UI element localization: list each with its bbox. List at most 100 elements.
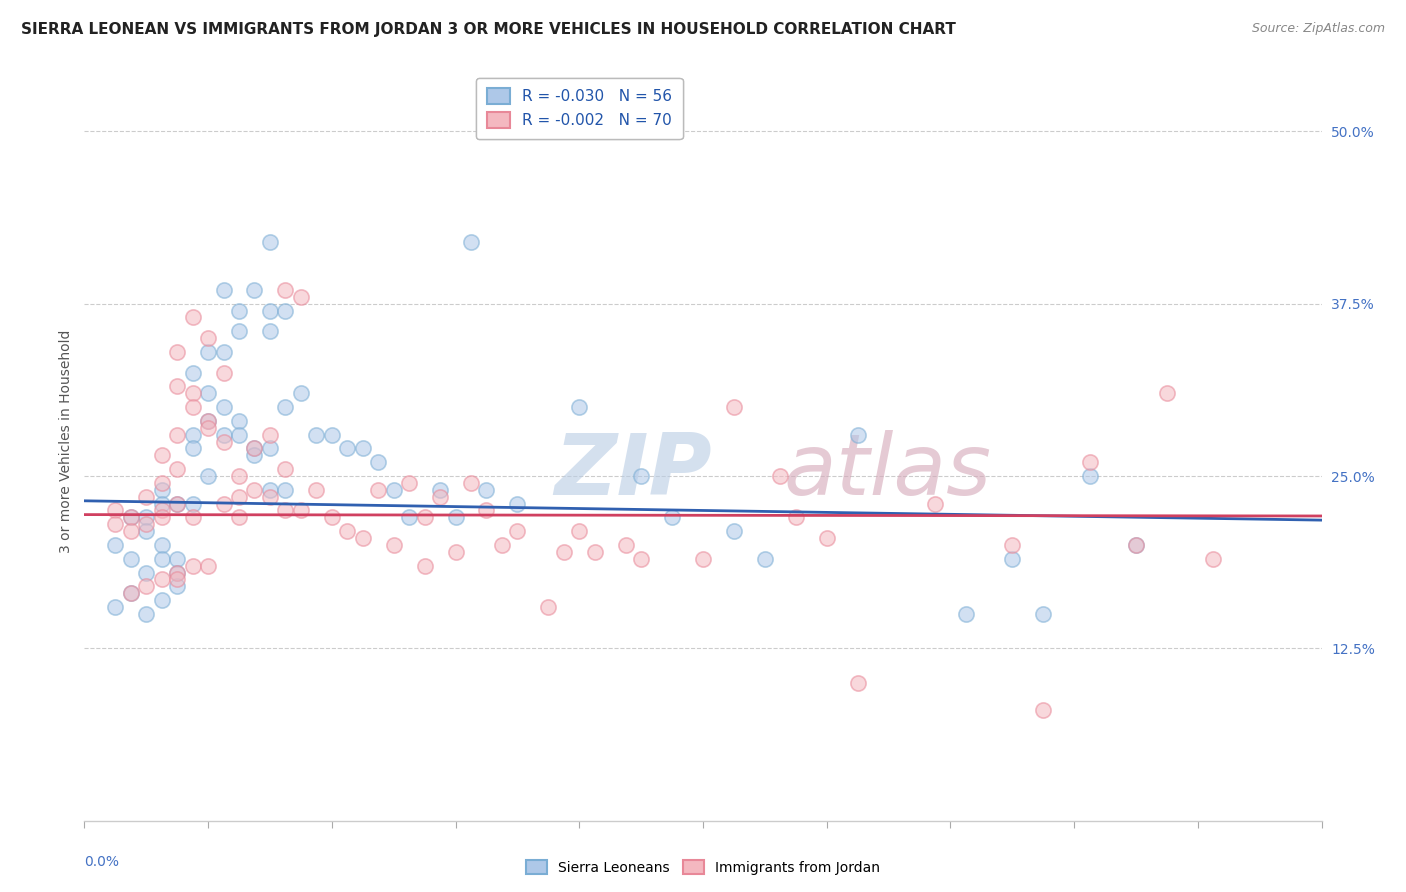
Point bbox=[212, 497, 235, 511]
Point bbox=[274, 283, 297, 297]
Point bbox=[583, 545, 606, 559]
Point bbox=[723, 400, 745, 414]
Point bbox=[181, 366, 204, 380]
Point bbox=[197, 386, 219, 401]
Point bbox=[166, 345, 188, 359]
Point bbox=[228, 490, 250, 504]
Legend: Sierra Leoneans, Immigrants from Jordan: Sierra Leoneans, Immigrants from Jordan bbox=[520, 855, 886, 880]
Point bbox=[630, 551, 652, 566]
Point bbox=[290, 386, 312, 401]
Point bbox=[568, 524, 591, 538]
Point bbox=[228, 414, 250, 428]
Point bbox=[398, 510, 420, 524]
Point bbox=[259, 303, 281, 318]
Point bbox=[352, 531, 374, 545]
Point bbox=[846, 675, 869, 690]
Point bbox=[120, 524, 142, 538]
Point bbox=[120, 510, 142, 524]
Point bbox=[166, 579, 188, 593]
Point bbox=[924, 497, 946, 511]
Point bbox=[135, 517, 157, 532]
Point bbox=[243, 483, 266, 497]
Point bbox=[166, 462, 188, 476]
Point bbox=[475, 483, 498, 497]
Point bbox=[197, 414, 219, 428]
Point bbox=[104, 503, 127, 517]
Point bbox=[228, 303, 250, 318]
Point bbox=[150, 475, 173, 490]
Text: atlas: atlas bbox=[783, 430, 991, 514]
Point bbox=[475, 503, 498, 517]
Point bbox=[336, 524, 359, 538]
Point bbox=[1125, 538, 1147, 552]
Point bbox=[1032, 703, 1054, 717]
Point bbox=[150, 538, 173, 552]
Point bbox=[1032, 607, 1054, 621]
Point bbox=[367, 455, 389, 469]
Point bbox=[197, 345, 219, 359]
Text: 0.0%: 0.0% bbox=[84, 855, 120, 869]
Point bbox=[135, 490, 157, 504]
Point bbox=[104, 517, 127, 532]
Point bbox=[243, 283, 266, 297]
Point bbox=[228, 324, 250, 338]
Point bbox=[630, 469, 652, 483]
Point bbox=[955, 607, 977, 621]
Point bbox=[166, 379, 188, 393]
Point bbox=[135, 566, 157, 580]
Point bbox=[815, 531, 838, 545]
Point bbox=[491, 538, 513, 552]
Point bbox=[120, 551, 142, 566]
Point bbox=[150, 551, 173, 566]
Point bbox=[274, 483, 297, 497]
Point bbox=[1001, 551, 1024, 566]
Point bbox=[104, 538, 127, 552]
Point bbox=[135, 510, 157, 524]
Point bbox=[367, 483, 389, 497]
Point bbox=[212, 400, 235, 414]
Point bbox=[150, 497, 173, 511]
Point bbox=[754, 551, 776, 566]
Point bbox=[1202, 551, 1225, 566]
Point bbox=[150, 483, 173, 497]
Point bbox=[166, 573, 188, 587]
Point bbox=[460, 475, 482, 490]
Point bbox=[661, 510, 683, 524]
Point bbox=[444, 545, 467, 559]
Point bbox=[321, 427, 343, 442]
Point bbox=[444, 510, 467, 524]
Point bbox=[259, 442, 281, 456]
Point bbox=[166, 551, 188, 566]
Point bbox=[305, 427, 328, 442]
Text: SIERRA LEONEAN VS IMMIGRANTS FROM JORDAN 3 OR MORE VEHICLES IN HOUSEHOLD CORRELA: SIERRA LEONEAN VS IMMIGRANTS FROM JORDAN… bbox=[21, 22, 956, 37]
Point bbox=[135, 607, 157, 621]
Point bbox=[290, 503, 312, 517]
Point bbox=[166, 427, 188, 442]
Point bbox=[181, 400, 204, 414]
Point bbox=[259, 427, 281, 442]
Point bbox=[413, 558, 436, 573]
Point bbox=[398, 475, 420, 490]
Point bbox=[321, 510, 343, 524]
Point bbox=[212, 427, 235, 442]
Point bbox=[243, 448, 266, 462]
Point bbox=[181, 442, 204, 456]
Point bbox=[228, 427, 250, 442]
Point bbox=[259, 483, 281, 497]
Point bbox=[181, 497, 204, 511]
Point bbox=[785, 510, 807, 524]
Point bbox=[166, 566, 188, 580]
Point bbox=[228, 469, 250, 483]
Point bbox=[1078, 469, 1101, 483]
Point bbox=[197, 414, 219, 428]
Point bbox=[104, 599, 127, 614]
Text: ZIP: ZIP bbox=[554, 430, 713, 514]
Point bbox=[197, 469, 219, 483]
Point bbox=[1156, 386, 1178, 401]
Point bbox=[274, 503, 297, 517]
Point bbox=[382, 483, 405, 497]
Point bbox=[692, 551, 714, 566]
Point bbox=[243, 442, 266, 456]
Point bbox=[197, 331, 219, 345]
Point bbox=[274, 303, 297, 318]
